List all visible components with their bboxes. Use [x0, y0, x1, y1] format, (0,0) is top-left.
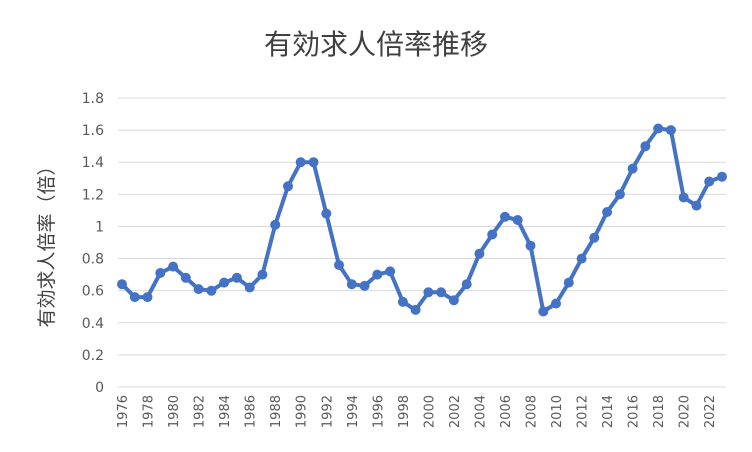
data-point — [717, 171, 727, 182]
data-point — [129, 292, 140, 303]
y-tick-label: 1.8 — [82, 91, 104, 107]
data-point — [346, 279, 357, 290]
data-point — [551, 298, 561, 309]
data-point — [155, 268, 166, 278]
x-tick-label: 1976 — [116, 395, 131, 428]
x-tick-label: 1992 — [320, 395, 335, 428]
y-tick-label: 0.8 — [82, 252, 104, 268]
data-point — [359, 280, 370, 291]
x-tick-label: 2004 — [473, 395, 488, 428]
y-tick-label: 1.2 — [82, 187, 104, 203]
x-tick-label: 2000 — [422, 395, 437, 428]
y-tick-label: 1 — [95, 219, 104, 235]
data-point — [576, 253, 587, 264]
data-point — [206, 285, 217, 296]
x-tick-label: 2002 — [448, 395, 463, 428]
data-point — [180, 272, 191, 283]
data-point — [538, 306, 549, 317]
data-point — [602, 207, 613, 217]
data-point — [168, 261, 179, 272]
series — [117, 123, 727, 317]
data-point — [704, 176, 715, 187]
y-tick-label: 1.4 — [82, 155, 104, 171]
data-point — [436, 287, 447, 298]
x-tick-label: 1986 — [244, 395, 259, 428]
x-tick-label: 1988 — [269, 395, 284, 428]
data-point — [665, 125, 676, 136]
data-point — [678, 192, 689, 203]
x-tick-label: 1998 — [397, 395, 412, 428]
data-point — [525, 240, 536, 251]
x-tick-label: 2010 — [550, 395, 565, 428]
x-tick-label: 1982 — [193, 395, 208, 428]
x-axis-ticks: 1976 1978 1980 1982 1984 1986 1988 1990 1992 1994… — [116, 395, 718, 428]
x-tick-label: 2006 — [499, 395, 514, 428]
data-point — [563, 277, 574, 288]
data-point — [193, 284, 204, 295]
data-point — [117, 279, 127, 290]
x-tick-label: 1980 — [167, 395, 182, 428]
data-point — [283, 181, 293, 192]
data-point — [219, 277, 230, 288]
data-point — [270, 219, 281, 230]
y-axis-label: 有効求人倍率（倍） — [36, 156, 58, 327]
data-point — [372, 269, 383, 280]
x-tick-label: 2008 — [525, 395, 540, 428]
data-point — [448, 295, 459, 306]
series-line — [120, 126, 724, 314]
data-point — [397, 296, 408, 307]
x-tick-label: 2020 — [678, 395, 693, 428]
y-tick-label: 0.4 — [82, 316, 104, 332]
data-point — [321, 208, 332, 219]
data-point — [244, 282, 255, 293]
y-tick-label: 0.2 — [82, 348, 104, 364]
x-tick-label: 1996 — [371, 395, 386, 428]
y-tick-label: 0.6 — [82, 284, 104, 300]
data-point — [257, 269, 268, 280]
data-point — [231, 272, 242, 283]
data-point — [589, 232, 600, 243]
data-point — [487, 229, 498, 240]
x-tick-label: 1990 — [295, 395, 310, 428]
x-tick-label: 2022 — [703, 395, 718, 428]
data-point — [500, 211, 510, 222]
data-point — [461, 279, 472, 290]
data-point — [295, 157, 306, 168]
gridlines — [118, 97, 726, 388]
data-point — [627, 163, 638, 174]
data-point — [385, 266, 396, 277]
data-point — [308, 157, 319, 168]
data-point — [142, 292, 153, 303]
x-tick-label: 2018 — [652, 395, 667, 428]
data-point — [474, 248, 485, 259]
data-point — [512, 215, 523, 225]
y-tick-label: 1.6 — [82, 123, 104, 139]
x-tick-label: 2016 — [627, 395, 642, 428]
data-point — [423, 287, 434, 298]
data-point — [334, 260, 344, 270]
x-tick-label: 2012 — [576, 395, 591, 428]
x-tick-label: 1984 — [218, 395, 233, 428]
y-tick-label: 0 — [95, 380, 104, 396]
x-tick-label: 1994 — [346, 395, 361, 428]
chart-title: 有効求人倍率推移 — [264, 28, 488, 61]
y-axis-ticks: 0 0.2 0.4 0.6 0.8 1 1.2 1.4 1.6 1.8 — [82, 91, 104, 396]
x-tick-label: 2014 — [601, 395, 616, 428]
x-tick-label: 1978 — [142, 395, 157, 428]
data-point — [691, 200, 702, 211]
data-point — [410, 304, 421, 315]
data-point — [653, 123, 664, 134]
data-point — [640, 141, 651, 152]
data-point — [614, 189, 625, 200]
